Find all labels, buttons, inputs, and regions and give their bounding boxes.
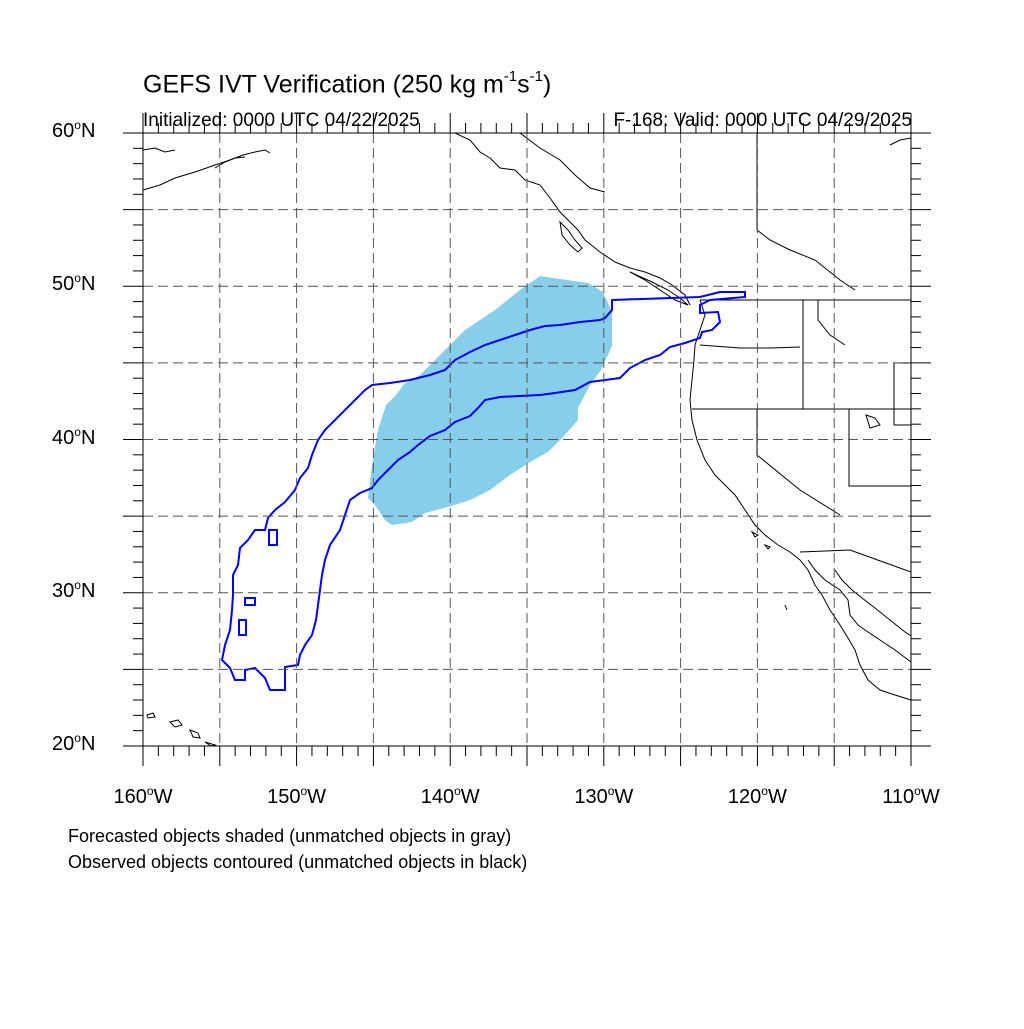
longitude-label: 160oW xyxy=(113,784,173,808)
forecast-object xyxy=(368,276,612,525)
longitude-label: 120oW xyxy=(727,784,787,808)
latitude-label: 60oN xyxy=(52,118,96,142)
longitude-label: 140oW xyxy=(420,784,480,808)
forecast-note: Forecasted objects shaded (unmatched obj… xyxy=(68,826,512,846)
latitude-label: 30oN xyxy=(52,577,96,602)
chart-title: GEFS IVT Verification (250 kg m-1s-1) xyxy=(143,68,552,99)
latitude-label: 50oN xyxy=(52,271,96,296)
longitude-label: 110oW xyxy=(882,784,940,808)
longitude-label: 150oW xyxy=(267,784,327,808)
latitude-label: 40oN xyxy=(52,424,96,449)
graticule xyxy=(143,133,911,746)
axis-ticks xyxy=(123,113,931,766)
coastlines xyxy=(143,133,911,746)
observed-object xyxy=(220,291,746,691)
longitude-label: 130oW xyxy=(574,784,634,808)
valid-time-label: F-168: Valid: 0000 UTC 04/29/2025 xyxy=(613,110,912,131)
initialized-label: Initialized: 0000 UTC 04/22/2025 xyxy=(143,110,420,131)
observed-note: Observed objects contoured (unmatched ob… xyxy=(68,852,528,872)
latitude-label: 20oN xyxy=(52,731,96,755)
